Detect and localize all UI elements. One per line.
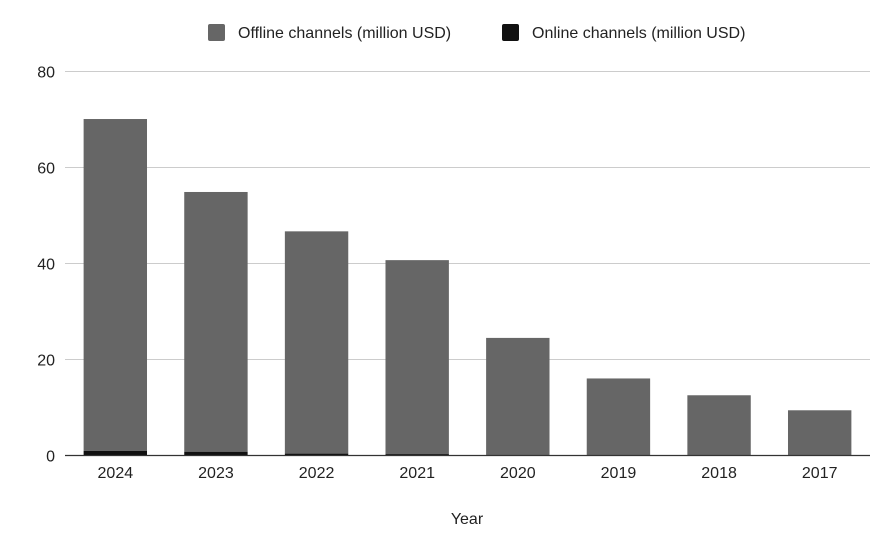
- bar-segment-offline-2022: [284, 231, 349, 454]
- y-tick-label: 20: [37, 353, 55, 370]
- x-tick-label: 2017: [802, 465, 838, 482]
- x-tick-label: 2022: [299, 465, 335, 482]
- y-tick-label: 40: [37, 257, 55, 274]
- bar-segment-offline-2024: [83, 119, 148, 451]
- legend-swatch-online: [502, 24, 519, 41]
- y-tick-label: 0: [46, 449, 55, 466]
- bar-segment-offline-2017: [787, 410, 852, 456]
- bar-segment-online-2021: [385, 454, 449, 456]
- bar-segment-offline-2019: [586, 378, 651, 456]
- bar-segment-offline-2023: [184, 191, 248, 452]
- bar-segment-online-2024: [83, 450, 148, 456]
- bar-segment-online-2023: [184, 451, 248, 456]
- x-tick-label: 2018: [701, 465, 737, 482]
- legend: Offline channels (million USD) Online ch…: [208, 24, 745, 42]
- legend-swatch-offline: [208, 24, 225, 41]
- bar-segment-offline-2018: [687, 395, 751, 456]
- x-tick-label: 2024: [98, 465, 134, 482]
- bar-segment-offline-2021: [385, 260, 449, 455]
- y-tick-label: 60: [37, 161, 55, 178]
- y-axis-tick-labels: 0 20 40 60 80: [37, 65, 55, 466]
- bar-segment-offline-2020: [486, 337, 550, 456]
- x-tick-label: 2020: [500, 465, 536, 482]
- legend-label-online: Online channels (million USD): [532, 25, 745, 42]
- x-tick-label: 2019: [601, 465, 637, 482]
- x-tick-label: 2021: [399, 465, 435, 482]
- x-axis-tick-labels: 2024 2023 2022 2021 2020 2019 2018 2017: [98, 465, 838, 482]
- legend-label-offline: Offline channels (million USD): [238, 25, 451, 42]
- bar-segment-online-2022: [284, 453, 349, 456]
- bars: [83, 119, 852, 456]
- x-axis-title: Year: [451, 511, 484, 528]
- x-tick-label: 2023: [198, 465, 234, 482]
- y-tick-label: 80: [37, 65, 55, 82]
